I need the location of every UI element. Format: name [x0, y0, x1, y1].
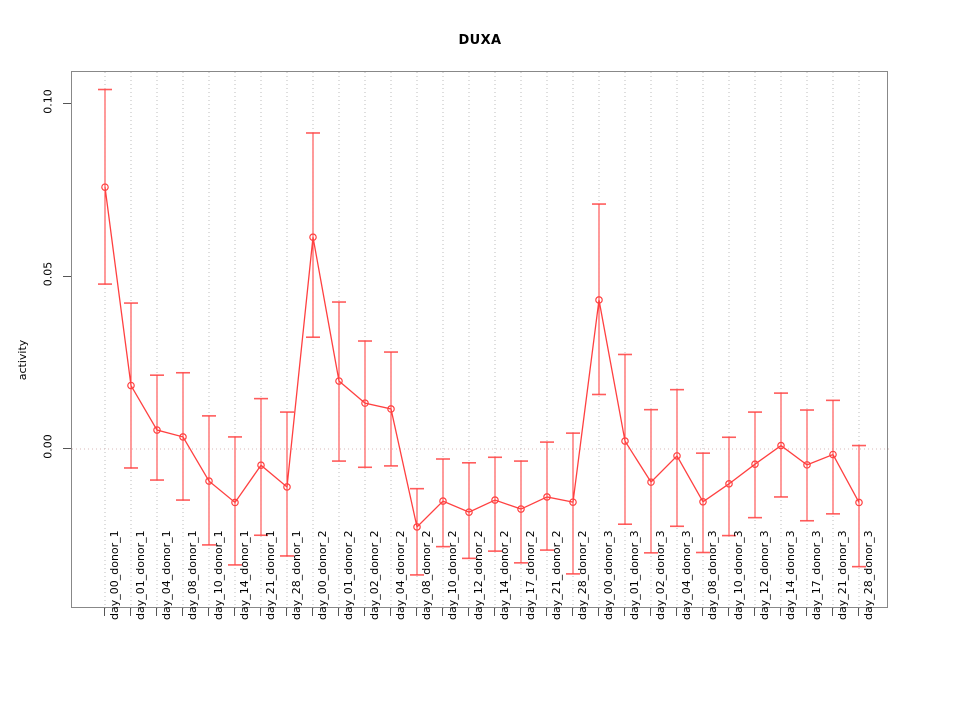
x-tick-mark — [390, 608, 391, 616]
x-tick-mark — [468, 608, 469, 616]
x-tick-label: day_10_donor_2 — [446, 530, 459, 620]
x-tick-label: day_14_donor_2 — [498, 530, 511, 620]
chart-svg — [72, 72, 889, 609]
x-tick-mark — [208, 608, 209, 616]
x-tick-label: day_04_donor_1 — [160, 530, 173, 620]
y-tick-mark — [63, 448, 71, 449]
x-tick-mark — [806, 608, 807, 616]
y-tick-label: 0.05 — [41, 261, 55, 287]
x-tick-label: day_08_donor_2 — [420, 530, 433, 620]
y-axis-label: activity — [16, 339, 29, 381]
x-tick-label: day_04_donor_3 — [680, 530, 693, 620]
x-tick-label: day_08_donor_1 — [186, 530, 199, 620]
x-tick-label: day_14_donor_3 — [784, 530, 797, 620]
y-axis-label-wrap: activity — [14, 0, 32, 720]
x-tick-mark — [312, 608, 313, 616]
x-tick-label: day_02_donor_2 — [368, 530, 381, 620]
x-tick-label: day_04_donor_2 — [394, 530, 407, 620]
x-tick-label: day_01_donor_1 — [134, 530, 147, 620]
x-tick-mark — [104, 608, 105, 616]
x-tick-mark — [182, 608, 183, 616]
x-tick-mark — [780, 608, 781, 616]
x-tick-mark — [754, 608, 755, 616]
x-tick-label: day_21_donor_1 — [264, 530, 277, 620]
x-tick-label: day_00_donor_1 — [108, 530, 121, 620]
y-tick-label: 0.00 — [41, 434, 55, 459]
x-tick-label: day_14_donor_1 — [238, 530, 251, 620]
plot-area — [71, 71, 889, 609]
x-tick-mark — [286, 608, 287, 616]
x-tick-label: day_00_donor_3 — [602, 530, 615, 620]
x-tick-mark — [234, 608, 235, 616]
x-tick-mark — [364, 608, 365, 616]
x-tick-label: day_21_donor_3 — [836, 530, 849, 620]
x-tick-label: day_00_donor_2 — [316, 530, 329, 620]
x-tick-label: day_01_donor_2 — [342, 530, 355, 620]
x-tick-mark — [858, 608, 859, 616]
x-tick-label: day_10_donor_3 — [732, 530, 745, 620]
x-tick-mark — [676, 608, 677, 616]
x-tick-label: day_21_donor_2 — [550, 530, 563, 620]
x-tick-label: day_01_donor_3 — [628, 530, 641, 620]
x-tick-label: day_02_donor_3 — [654, 530, 667, 620]
x-tick-mark — [598, 608, 599, 616]
x-tick-label: day_12_donor_3 — [758, 530, 771, 620]
x-tick-mark — [130, 608, 131, 616]
x-tick-mark — [728, 608, 729, 616]
x-tick-mark — [494, 608, 495, 616]
y-tick-mark — [63, 275, 71, 277]
x-tick-label: day_17_donor_2 — [524, 530, 537, 620]
x-tick-label: day_17_donor_3 — [810, 530, 823, 620]
x-tick-mark — [650, 608, 651, 616]
x-tick-label: day_28_donor_1 — [290, 530, 303, 620]
x-tick-mark — [260, 608, 261, 616]
x-tick-label: day_12_donor_2 — [472, 530, 485, 620]
x-tick-mark — [702, 608, 703, 616]
x-tick-mark — [338, 608, 339, 616]
x-tick-mark — [156, 608, 157, 616]
x-tick-mark — [624, 608, 625, 616]
x-tick-mark — [546, 608, 547, 616]
x-tick-mark — [442, 608, 443, 616]
x-tick-mark — [572, 608, 573, 616]
y-tick-label: 0.10 — [41, 89, 55, 114]
x-tick-mark — [520, 608, 521, 616]
x-tick-label: day_10_donor_1 — [212, 530, 225, 620]
chart-title: DUXA — [458, 33, 502, 48]
x-tick-mark — [832, 608, 833, 616]
y-tick-mark — [63, 103, 71, 104]
x-tick-mark — [416, 608, 417, 616]
x-tick-label: day_28_donor_3 — [862, 530, 875, 620]
x-tick-label: day_28_donor_2 — [576, 530, 589, 620]
x-tick-label: day_08_donor_3 — [706, 530, 719, 620]
